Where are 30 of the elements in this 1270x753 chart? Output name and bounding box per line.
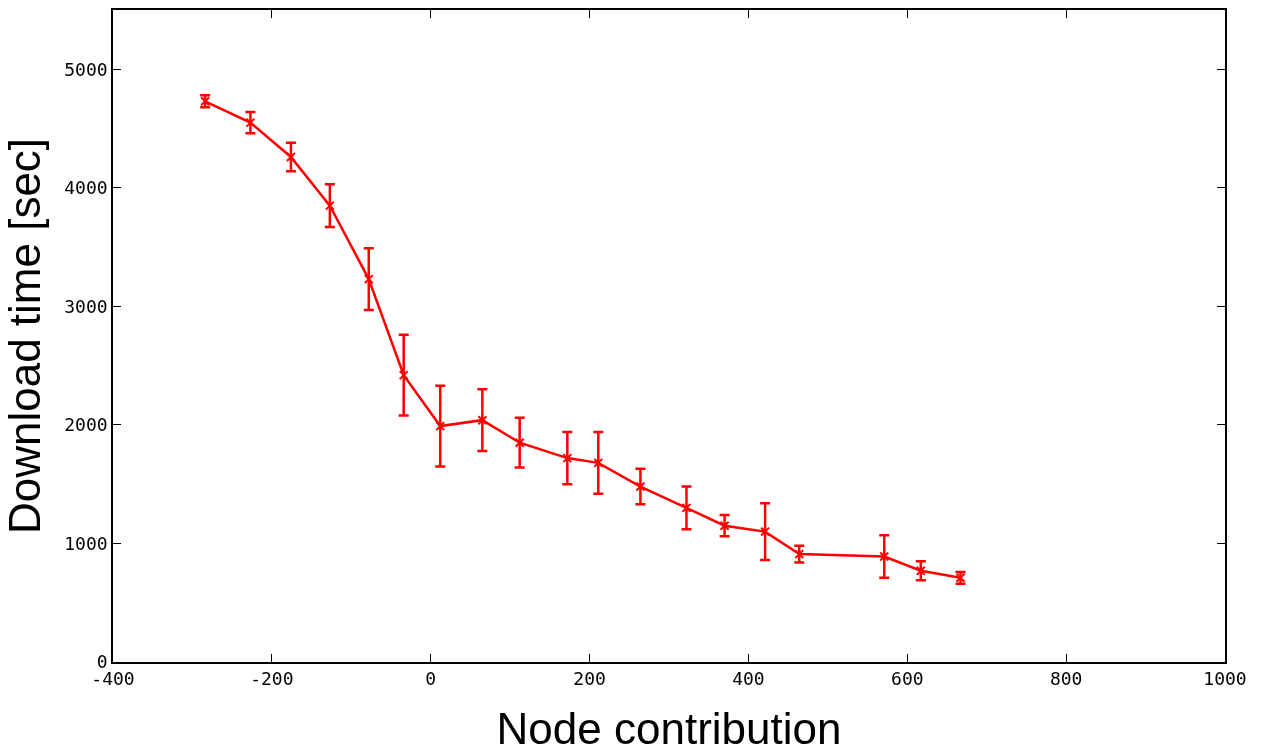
point <box>285 152 296 162</box>
point <box>915 565 926 576</box>
point <box>593 457 604 468</box>
x-tick-label: 1000 <box>1203 668 1247 690</box>
x-tick-label: 200 <box>573 668 606 690</box>
x-axis-title: Node contribution <box>496 704 842 753</box>
x-tick-label: 800 <box>1049 668 1083 690</box>
point <box>398 370 409 381</box>
x-tick-label: 400 <box>732 668 765 690</box>
x-tick-label: -200 <box>250 668 294 690</box>
y-tick-label: 1000 <box>64 532 108 554</box>
point <box>324 200 335 211</box>
point <box>562 453 573 464</box>
point <box>245 117 256 128</box>
y-tick-label: 3000 <box>64 295 108 317</box>
y-axis-title: Download time [sec] <box>0 137 49 535</box>
point <box>681 502 692 513</box>
y-tick-label: 2000 <box>64 414 108 436</box>
point <box>879 551 890 562</box>
x-tick-label: 0 <box>425 668 437 690</box>
point <box>514 437 525 448</box>
x-tick-label: 600 <box>891 668 924 690</box>
point <box>477 415 488 426</box>
point <box>363 274 374 285</box>
y-tick-label: 5000 <box>64 58 108 80</box>
point <box>719 520 730 531</box>
point <box>760 526 771 537</box>
point <box>435 421 446 432</box>
point <box>635 481 646 492</box>
y-tick-label: 4000 <box>64 177 108 199</box>
